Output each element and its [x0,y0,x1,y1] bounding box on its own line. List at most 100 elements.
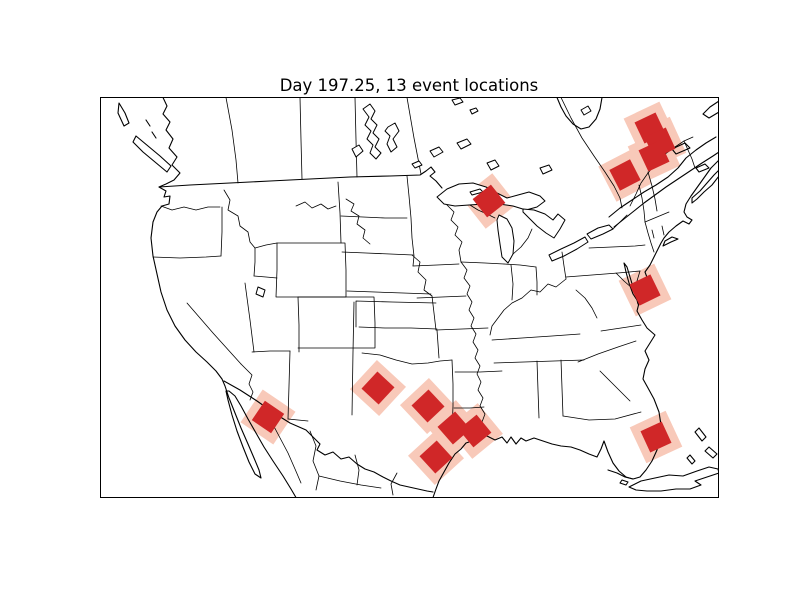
nm-tx-border [351,301,355,416]
ar-la-border [454,370,503,373]
hudson-river [644,221,655,253]
coastal-islet-2 [151,131,157,139]
mexico-border-4 [390,472,398,496]
us-canada-border [158,166,443,189]
ri-border [661,225,665,236]
ut-north-border [253,275,278,279]
id-mt-border [223,189,256,249]
newfoundland-edge [702,100,719,119]
event-marker [609,159,641,191]
gulf-atlantic-coastline [432,159,719,498]
al-ms-border [536,360,540,419]
ontario-lake [539,164,553,175]
james-bay-island [580,105,592,116]
wy-box [275,242,347,298]
nd-sd-border [340,215,408,219]
lake-of-the-woods [411,160,423,169]
event-marker [411,389,445,423]
top-island-2 [469,107,479,115]
michigan-mitten-line [512,228,533,255]
event-marker [472,184,506,218]
bc-alberta-border [225,97,239,184]
pa-north-border [588,244,646,249]
lake-nipigon [486,159,500,171]
ma-north-border [644,211,670,223]
st-lawrence-south-bank [613,151,719,228]
ga-sc-savannah [599,370,631,402]
us-mexico-border [223,380,434,493]
mt-nd-border [337,181,342,244]
mn-west-border [406,175,415,267]
ne-ia-missouri-river [411,254,433,297]
mn-wi-border [446,204,463,263]
anticosti-island [671,142,691,155]
lake-michigan [496,214,515,264]
ontario-stlawrence-link [612,214,628,230]
fl-ga-border [562,411,642,421]
nv-ut-border [244,282,255,353]
missouri-river-mt [295,201,337,210]
nova-scotia [691,169,719,204]
ia-mo-border [416,295,467,299]
mt-south-border [254,242,278,249]
event-marker [251,400,285,434]
lake-ontario [586,224,614,240]
ny-vt-border [638,184,646,223]
az-nm-border [287,350,291,420]
great-salt-lake [255,286,266,298]
mexico-border-3 [354,454,360,486]
mo-ks-border [431,295,437,331]
wa-or-border [160,205,221,211]
florida-keys [607,469,634,480]
figure-title: Day 197.25, 13 event locations [280,76,539,95]
event-marker [419,440,453,474]
alberta-sask-border [299,97,303,180]
lake-manitoba [351,144,364,158]
ohio-river [489,278,567,336]
la-north-border [453,406,485,409]
wi-il-border [460,261,505,265]
or-ca-border [152,255,222,259]
lake-winnipegosis [384,122,400,153]
cuba-islet [619,479,629,486]
mo-ar-border [435,327,489,331]
ks-ok-border [358,326,438,330]
il-in-border [510,264,514,301]
long-island [662,236,679,247]
in-oh-border [535,266,538,296]
ok-panhandle [355,300,437,328]
ne-ks-border [346,290,432,295]
va-nc-border [600,324,642,332]
cuba [628,466,719,492]
ut-az-border [251,350,291,353]
event-marker [458,414,492,448]
wi-up-border [469,204,496,219]
pacific-coastline [150,97,297,498]
map-geography [117,97,719,498]
ok-tx-red-river [361,352,453,365]
id-ut-border [253,247,256,277]
coastal-islet-1 [145,119,151,127]
small-lake-1 [429,146,444,158]
mexico-border-5 [318,475,382,489]
top-island-1 [451,97,464,106]
mississippi-river [460,261,487,439]
bahamas-3 [686,454,696,465]
event-marker [361,371,395,405]
maine-nb-border [683,140,696,169]
missouri-river-sd [345,198,371,245]
bahamas-1 [694,427,707,442]
mi-south-border [503,263,537,268]
sd-ne-border [341,251,414,256]
st-lawrence-north-bank [608,136,717,218]
wv-va-border [575,289,598,319]
oh-pa-border [561,251,567,280]
mn-ia-border [412,263,460,267]
nm-south-border [287,418,309,422]
ky-tn-border [491,333,581,341]
mexico-border-2 [269,418,302,484]
sask-manitoba-border [354,97,358,178]
ontario-quebec-border [560,97,623,209]
mexico-border-1 [309,430,320,491]
